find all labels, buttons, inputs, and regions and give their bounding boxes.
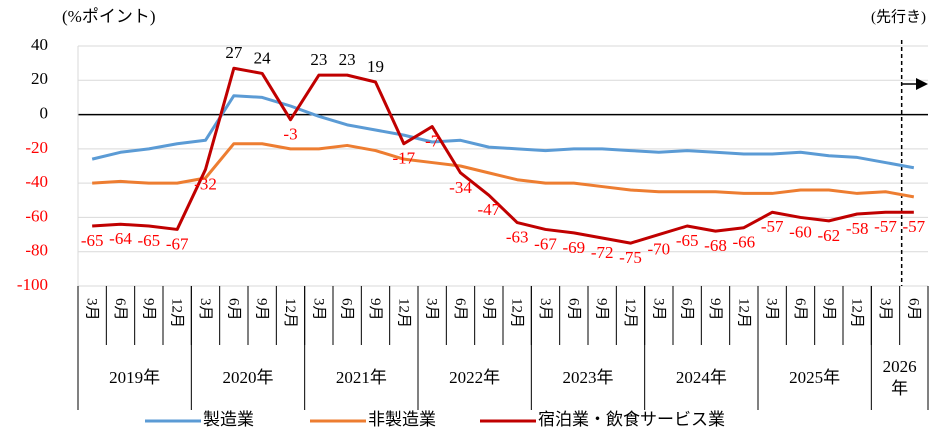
- data-label: -67: [534, 234, 557, 253]
- forecast-arrowhead: [916, 78, 928, 90]
- data-label: -68: [704, 236, 727, 255]
- y-tick-label: 0: [40, 103, 49, 122]
- x-tick-label: 12月: [622, 298, 638, 328]
- x-tick-label: 6月: [339, 298, 355, 321]
- forecast-label: (先行き): [871, 8, 926, 25]
- data-label: 27: [225, 43, 243, 62]
- y-tick-label: -80: [25, 241, 48, 260]
- x-tick-label: 6月: [905, 298, 921, 321]
- data-label: -60: [789, 222, 812, 241]
- x-tick-label: 12月: [849, 298, 865, 328]
- x-tick-label: 12月: [169, 298, 185, 328]
- x-tick-label: 3月: [197, 298, 213, 321]
- data-label: -66: [732, 233, 755, 252]
- x-tick-label: 12月: [735, 298, 751, 328]
- series-line: [91, 94, 915, 170]
- x-tick-label: 6月: [679, 298, 695, 321]
- x-tick-label: 3月: [537, 298, 553, 321]
- data-label: -65: [676, 231, 699, 250]
- data-label: -47: [477, 200, 500, 219]
- data-label: -65: [81, 231, 104, 250]
- x-tick-label: 9月: [707, 298, 723, 321]
- x-tick-label: 3月: [310, 298, 326, 321]
- x-tick-label: 3月: [877, 298, 893, 321]
- data-label: 24: [254, 48, 272, 67]
- data-label: -70: [647, 239, 670, 258]
- y-tick-label: -100: [17, 275, 48, 294]
- x-tick-label: 12月: [395, 298, 411, 328]
- legend-label: 非製造業: [368, 410, 436, 429]
- data-label: -65: [137, 231, 160, 250]
- data-label: 23: [339, 50, 356, 69]
- x-group-label: 2021年: [335, 368, 387, 387]
- y-tick-label: -60: [25, 206, 48, 225]
- data-label: -17: [392, 149, 415, 168]
- series-line: [92, 142, 915, 199]
- x-tick-label: 9月: [140, 298, 156, 321]
- x-group-label: 2022年: [449, 368, 501, 387]
- data-label: -75: [619, 248, 642, 267]
- x-group-label: 2020年: [222, 368, 274, 387]
- x-tick-label: 12月: [509, 298, 525, 328]
- data-label: -7: [425, 131, 440, 150]
- x-group-label: 2024年: [675, 368, 727, 387]
- data-label: -58: [846, 219, 869, 238]
- x-tick-label: 6月: [112, 298, 128, 321]
- data-label: 23: [310, 50, 327, 69]
- data-label: -64: [109, 229, 132, 248]
- x-group-label: 2019年: [109, 368, 161, 387]
- legend-label: 製造業: [203, 410, 254, 429]
- x-tick-label: 12月: [282, 298, 298, 328]
- x-tick-label: 9月: [367, 298, 383, 321]
- x-tick-label: 6月: [452, 298, 468, 321]
- y-tick-label: 40: [31, 35, 48, 54]
- x-tick-label: 3月: [84, 298, 100, 321]
- data-label: -57: [902, 217, 925, 236]
- data-label: -63: [506, 227, 529, 246]
- x-tick-label: 9月: [594, 298, 610, 321]
- x-group-label: 2025年: [789, 368, 841, 387]
- data-label: -57: [874, 217, 897, 236]
- x-tick-label: 9月: [480, 298, 496, 321]
- data-label: -34: [449, 178, 472, 197]
- data-label: -62: [817, 226, 840, 245]
- x-tick-label: 3月: [424, 298, 440, 321]
- data-label: -57: [761, 217, 784, 236]
- data-label: -69: [562, 238, 585, 257]
- y-tick-label: -40: [25, 172, 48, 191]
- unit-label: (%ポイント): [62, 7, 155, 26]
- data-label: -72: [591, 243, 614, 262]
- x-tick-label: 9月: [820, 298, 836, 321]
- x-tick-label: 3月: [764, 298, 780, 321]
- x-tick-label: 6月: [565, 298, 581, 321]
- data-label: -67: [166, 234, 189, 253]
- legend-label: 宿泊業・飲食サービス業: [538, 410, 725, 429]
- x-tick-label: 9月: [254, 298, 270, 321]
- x-tick-label: 6月: [792, 298, 808, 321]
- data-label: 19: [367, 57, 384, 76]
- data-label: -3: [283, 125, 297, 144]
- data-label: -32: [194, 174, 217, 193]
- x-tick-label: 3月: [650, 298, 666, 321]
- y-tick-label: 20: [31, 69, 48, 88]
- series-line: [92, 66, 914, 245]
- x-tick-label: 6月: [225, 298, 241, 321]
- y-tick-label: -20: [25, 138, 48, 157]
- x-group-label: 2026年: [882, 357, 917, 398]
- x-group-label: 2023年: [562, 368, 614, 387]
